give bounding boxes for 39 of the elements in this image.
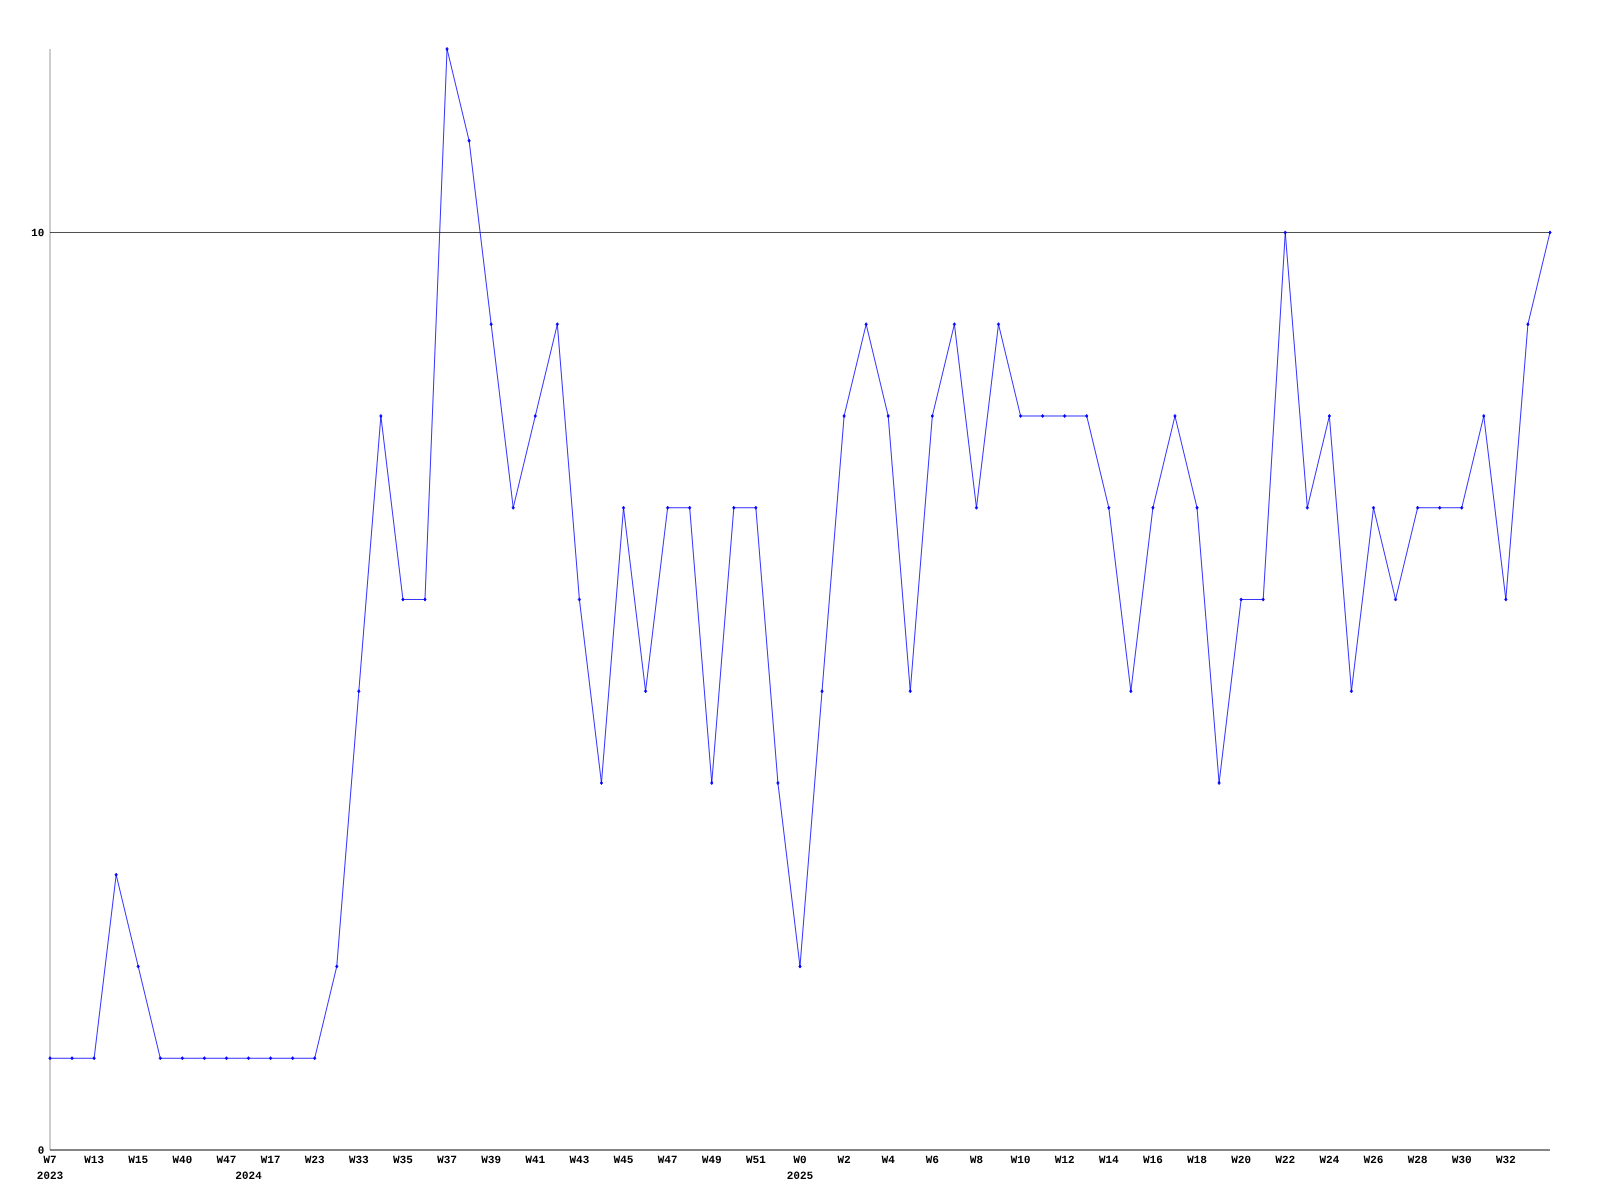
x-tick-label: W14 [1098,1155,1119,1163]
text: 2023 [37,1171,63,1180]
x-tick-label: W47 [216,1155,236,1163]
x-tick-label: W12 [1054,1155,1074,1164]
x-tick-label: W22 [1275,1155,1295,1164]
x-tick-label: W15 [128,1155,148,1164]
x-tick-label: W20 [1231,1155,1251,1164]
x-tick-label: W8 [969,1155,983,1164]
x-tick-label: W13 [84,1155,104,1164]
x-tick-label: W45 [613,1155,633,1164]
x-tick-label: W2 [837,1155,851,1164]
x-tick-label: W26 [1363,1155,1383,1164]
x-tick-label: W18 [1187,1155,1207,1164]
x-tick-label: W6 [925,1155,939,1164]
x-tick-label: W23 [304,1155,325,1164]
x-tick-label: W17 [260,1155,280,1163]
text: 2025 [787,1171,813,1179]
x-tick-label: W37 [437,1155,457,1164]
x-tick-label: W43 [569,1155,589,1164]
x-tick-label: W49 [701,1155,721,1164]
x-tick-label: W35 [393,1155,413,1164]
x-tick-label: W32 [1495,1155,1516,1164]
x-tick-label: W40 [172,1155,192,1164]
x-tick-label: W16 [1143,1155,1163,1164]
x-tick-label: W7 [43,1155,56,1163]
y-tick-label: 0 [38,1146,44,1154]
text: 2024 [235,1171,262,1179]
x-tick-label: W47 [657,1155,677,1163]
x-tick-label: W41 [525,1155,545,1163]
x-tick-label: W10 [1010,1155,1030,1164]
x-tick-label: W33 [348,1155,369,1164]
x-tick-label: W4 [881,1155,895,1163]
x-tick-label: W30 [1451,1155,1471,1164]
x-tick-label: W39 [481,1155,501,1164]
x-tick-label: W51 [745,1155,766,1164]
x-tick-label: W0 [793,1155,806,1164]
x-tick-label: W28 [1407,1155,1427,1164]
y-tick-label: 10 [31,228,44,237]
x-tick-label: W24 [1319,1155,1339,1164]
